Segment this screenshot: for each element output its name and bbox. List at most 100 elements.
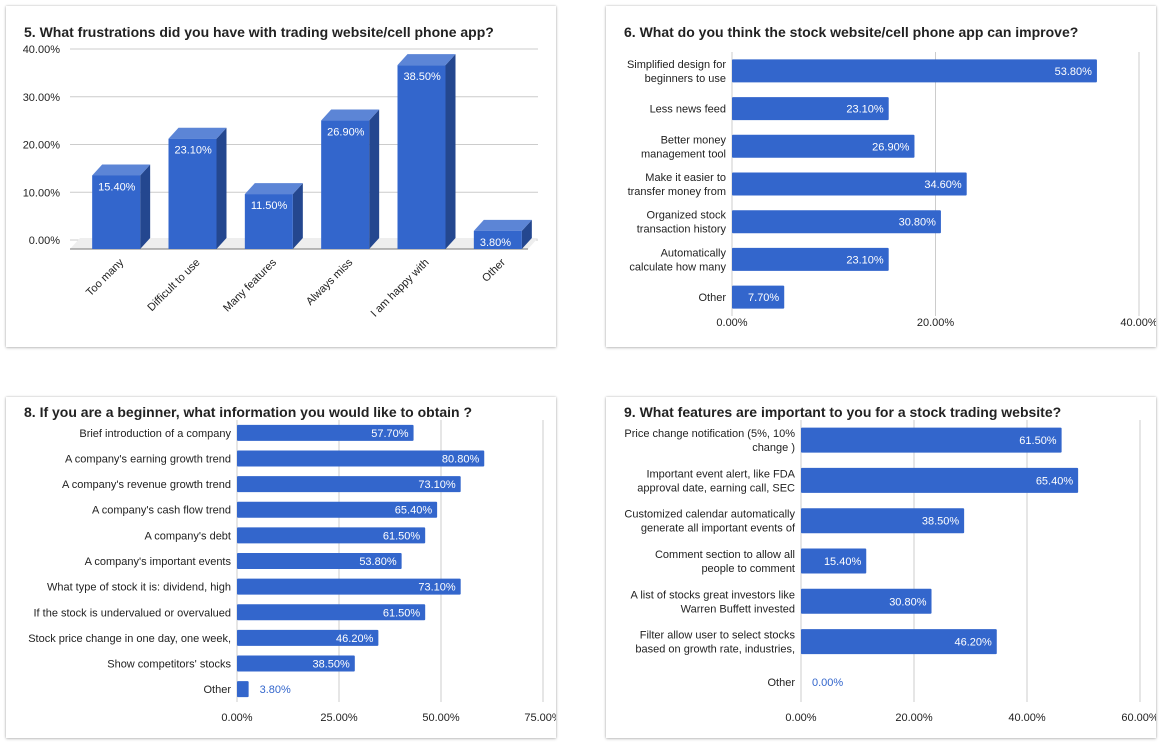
category-label: calculate how many — [629, 261, 726, 273]
x-tick-label: 50.00% — [422, 712, 460, 724]
chart-card-q9: 9. What features are important to you fo… — [606, 397, 1156, 738]
x-tick-label: 60.00% — [1121, 712, 1156, 724]
chart-title: 5. What frustrations did you have with t… — [24, 24, 494, 40]
category-label: Stock price change in one day, one week, — [28, 633, 231, 645]
bar-side — [445, 54, 456, 249]
x-tick-label: Difficult to use — [145, 257, 202, 314]
bar-top — [321, 109, 380, 121]
bar-top — [244, 183, 303, 195]
category-label: A company's important events — [85, 556, 232, 568]
category-label: approval date, earning call, SEC — [637, 482, 795, 494]
data-label: 30.80% — [889, 596, 927, 608]
category-label: A company's earning growth trend — [65, 453, 231, 465]
y-tick-label: 20.00% — [23, 140, 61, 152]
category-label: Organized stock — [647, 210, 727, 222]
data-label: 30.80% — [899, 217, 937, 229]
bar — [237, 476, 461, 493]
category-label: Make it easier to — [645, 172, 726, 184]
bar — [168, 127, 227, 249]
data-label: 46.20% — [954, 637, 992, 649]
data-label: 15.40% — [824, 556, 862, 568]
x-tick-label: 0.00% — [221, 712, 252, 724]
data-label: 3.80% — [260, 684, 291, 696]
data-label: 38.50% — [312, 659, 350, 671]
category-label: Filter allow user to select stocks — [640, 630, 796, 642]
bar — [732, 210, 941, 234]
data-label: 23.10% — [846, 104, 884, 116]
bar-front — [321, 120, 370, 250]
category-label: Automatically — [661, 247, 727, 259]
data-label: 53.80% — [359, 556, 397, 568]
x-tick-label: 40.00% — [1120, 317, 1156, 329]
chart-q6: 6. What do you think the stock website/c… — [624, 24, 1156, 329]
bar — [801, 548, 867, 574]
data-label: 73.10% — [418, 582, 456, 594]
bar-top — [92, 164, 151, 176]
bar — [473, 219, 532, 249]
bar-side — [292, 183, 303, 249]
data-label: 80.80% — [442, 453, 480, 465]
bar — [244, 183, 303, 249]
x-tick-label: 0.00% — [785, 712, 816, 724]
category-label: What type of stock it is: dividend, high — [47, 582, 231, 594]
bar — [801, 588, 932, 614]
data-label: 61.50% — [383, 530, 421, 542]
y-tick-label: 30.00% — [23, 92, 61, 104]
bar — [801, 427, 1062, 453]
bar — [237, 578, 461, 595]
bar — [321, 109, 380, 250]
bar — [92, 164, 151, 249]
bar — [732, 59, 1097, 83]
category-label: Price change notification (5%, 10% — [624, 428, 795, 440]
bar — [732, 172, 967, 196]
x-tick-label: 20.00% — [895, 712, 933, 724]
y-tick-label: 40.00% — [23, 44, 61, 56]
category-label: A company's cash flow trend — [92, 505, 231, 517]
bar — [237, 604, 426, 621]
x-tick-label: Other — [480, 256, 508, 284]
category-label: Brief introduction of a company — [79, 428, 231, 440]
category-label: transfer money from — [628, 186, 726, 198]
bar-front — [168, 138, 217, 249]
chart-q5: 5. What frustrations did you have with t… — [23, 24, 538, 320]
category-label: change ) — [752, 442, 795, 454]
data-label: 57.70% — [371, 428, 409, 440]
x-tick-label: I am happy with — [369, 257, 432, 320]
x-tick-label: 40.00% — [1008, 712, 1046, 724]
x-tick-label: Too many — [84, 256, 127, 299]
bar — [237, 681, 249, 698]
data-label: 23.10% — [175, 145, 213, 157]
data-label: 11.50% — [251, 200, 288, 212]
data-label: 65.40% — [1036, 475, 1074, 487]
category-label: beginners to use — [645, 73, 726, 85]
category-label: Show competitors' stocks — [107, 659, 231, 671]
chart-title: 9. What features are important to you fo… — [624, 404, 1061, 420]
category-label: Other — [203, 684, 231, 696]
bar — [397, 54, 456, 249]
category-label: A list of stocks great investors like — [631, 589, 795, 601]
y-tick-label: 10.00% — [23, 187, 61, 199]
bar — [732, 97, 889, 121]
category-label: generate all important events of — [641, 523, 796, 535]
category-label: Warren Buffett invested — [681, 603, 795, 615]
chart-title: 8. If you are a beginner, what informati… — [24, 404, 472, 420]
chart-q9: 9. What features are important to you fo… — [624, 404, 1156, 724]
bar-front — [92, 175, 141, 249]
bar — [237, 424, 414, 441]
data-label: 3.80% — [480, 237, 511, 249]
data-label: 65.40% — [395, 505, 433, 517]
bar — [237, 450, 485, 467]
bar-front — [473, 230, 522, 249]
data-label: 23.10% — [846, 254, 884, 266]
category-label: If the stock is undervalued or overvalue… — [33, 607, 231, 619]
bar-front — [244, 194, 293, 249]
data-label: 38.50% — [404, 71, 442, 83]
category-label: Customized calendar automatically — [624, 509, 795, 521]
chart-card-q6: 6. What do you think the stock website/c… — [606, 6, 1156, 347]
bar — [732, 285, 785, 309]
category-label: based on growth rate, industries, — [635, 644, 795, 656]
chart-card-q5: 5. What frustrations did you have with t… — [6, 6, 556, 347]
category-label: A company's debt — [145, 530, 232, 542]
bar-top — [168, 127, 227, 139]
data-label: 53.80% — [1055, 66, 1093, 78]
